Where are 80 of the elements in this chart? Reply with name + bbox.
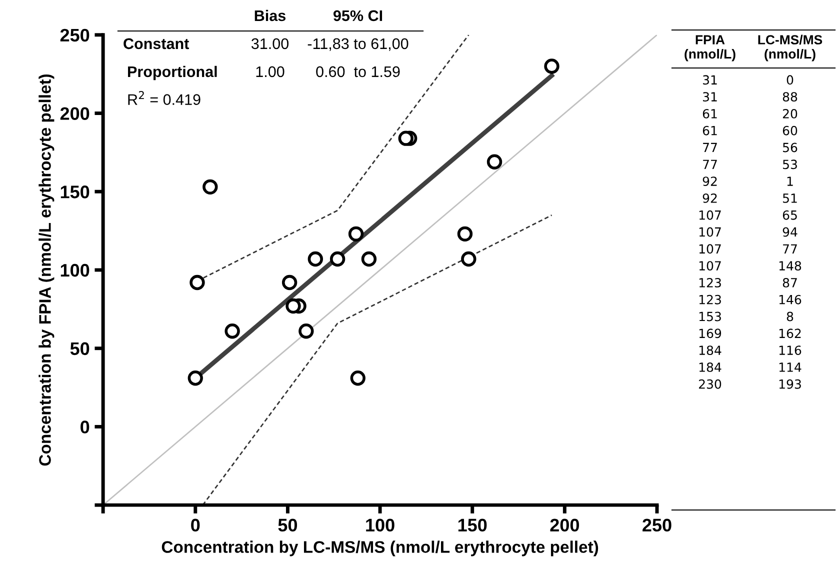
text: Bias [254,10,286,22]
text: 107 [699,210,721,220]
text: 53 [783,160,797,170]
x-tick-label: 200 [550,518,579,532]
point [544,58,560,74]
text: 123 [699,294,721,304]
point [190,274,205,290]
text: 77 [703,160,717,169]
point [298,324,314,339]
text: 1 [787,176,793,186]
text: 77 [703,142,717,152]
point [348,226,364,242]
annotation: R$^{2}$ = 0.419 [128,91,200,105]
text: 184 [699,362,722,372]
y-tick-label: 100 [60,264,90,277]
text: 61 [702,126,717,136]
text: 95% CI [333,10,382,22]
y-tick-label: 50 [70,342,90,356]
y-axis-title: Concentration by FPIA (nmol/L erythrocyte pellet) [38,74,54,466]
point [486,154,502,170]
text: 114 [779,362,802,372]
text: 20 [782,108,798,118]
annotation: Constant [124,38,190,50]
text: 88 [782,92,798,102]
text: 31 [703,92,717,102]
text: 94 [782,227,798,237]
point [461,251,476,267]
point [224,324,240,339]
point [330,251,346,267]
annotation: -11,83 to 61,00 [308,38,408,51]
text: 230 [698,379,722,389]
point [457,226,473,242]
point [398,130,414,146]
y-tick-label: 200 [60,107,90,120]
point [202,179,218,195]
text: 107 [699,261,721,271]
x-tick-label: 250 [642,518,672,532]
text: 116 [779,346,802,356]
text: FPIA (nmol/L) [684,35,736,62]
text: 87 [782,278,797,288]
point [286,298,301,314]
text: 65 [782,210,797,220]
text: 77 [783,244,797,254]
x-tick-label: 50 [278,518,298,532]
x-tick-label: 150 [458,518,487,532]
text: 56 [783,142,798,152]
x-tick-label: 100 [366,518,394,532]
text: 162 [779,328,801,338]
point [282,274,298,290]
y-tick-label: 250 [60,28,90,42]
point [361,251,377,267]
text: 61 [702,108,717,118]
text: 92 [702,176,717,186]
point [350,370,366,386]
x-axis-title: Concentration by LC-MS/MS (nmol/L erythrocyte pellet) [162,540,598,556]
text: 60 [782,126,798,136]
text: 169 [699,328,722,338]
annotation: 31.00 [251,38,289,50]
text: 8 [786,312,794,322]
annotation: Proportional [128,66,217,80]
text: 123 [699,278,721,288]
point [308,251,324,267]
point [188,370,203,386]
y-tick-label: 0 [80,420,90,434]
annotation: 0.60 to 1.59 [316,66,400,78]
text: 92 [702,193,717,203]
y-tick-label: 150 [60,186,90,198]
annotation: 1.00 [256,66,284,78]
text: 51 [783,194,797,203]
x-tick-label: 0 [191,518,200,532]
text: LC-MS/MS (nmol/L) [758,34,822,62]
text: 0 [786,75,794,85]
text: 146 [779,294,802,304]
text: 193 [779,379,801,389]
text: 148 [779,261,802,271]
text: 107 [699,244,721,254]
text: 153 [699,312,721,322]
text: 107 [699,227,721,237]
text: 31 [703,75,717,85]
text: 184 [699,346,722,356]
